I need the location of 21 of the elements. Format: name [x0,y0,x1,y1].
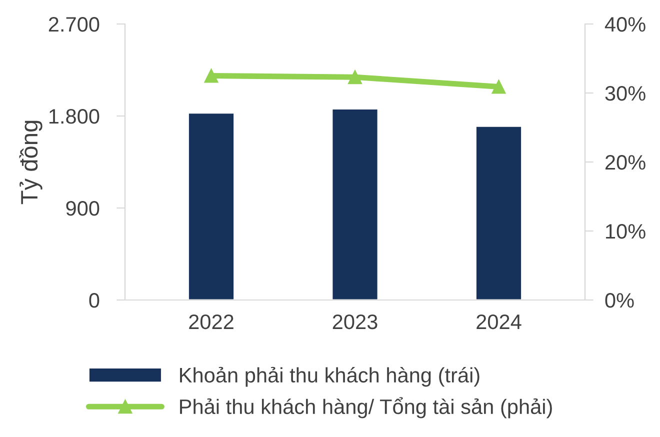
y2-tick-label: 10% [606,224,646,239]
bar [188,112,235,300]
y2-tick-label: 20% [605,155,646,170]
point [348,70,362,84]
x-tick-label: 2024 [476,314,522,330]
y-tick-label: 2.700 [48,17,100,32]
y2-tick-label: 0% [605,293,634,308]
point [204,68,218,83]
point [492,80,506,94]
y-tick-label: 1.800 [49,109,100,124]
bar [475,126,522,300]
y2-tick-label: 40% [604,17,646,32]
legend-label: Phải thu khách hàng/ Tổng tài sản (phải) [180,397,552,418]
x-tick-label: 2023 [332,314,378,330]
y-tick-label: 900 [66,201,100,216]
bar [331,108,379,300]
legend-label: Khoản phải thu khách hàng (trái) [180,366,480,387]
y-tick-label: 0 [89,293,100,308]
y-axis-title: Tỷ đồng [19,120,42,204]
x-tick-label: 2022 [189,314,234,330]
y2-tick-label: 30% [605,86,646,101]
